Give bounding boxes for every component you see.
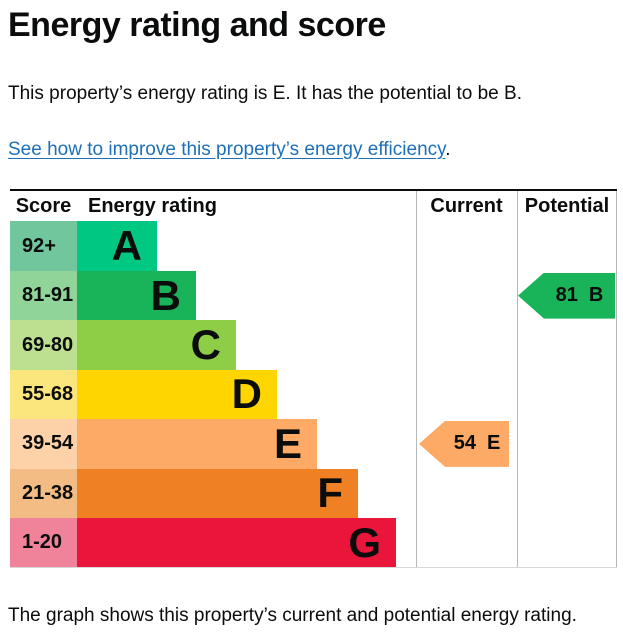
page: Energy rating and score This property’s … <box>0 6 623 629</box>
band-row-d: 55-68 D <box>10 369 617 420</box>
band-row-a: 92+ A <box>10 221 617 271</box>
energy-rating-chart: Score Energy rating Current Potential 92… <box>10 189 617 569</box>
page-title: Energy rating and score <box>8 6 386 44</box>
header-current: Current <box>430 194 503 217</box>
link-suffix: . <box>445 138 451 160</box>
band-row-c: 69-80 C <box>10 320 617 370</box>
potential-score-value: 81 <box>555 284 578 307</box>
header-rating: Energy rating <box>88 194 217 217</box>
column-divider-current-left <box>416 191 417 568</box>
intro-text: This property’s energy rating is E. It h… <box>8 83 522 105</box>
score-range-d: 55-68 <box>10 369 77 420</box>
score-range-f: 21-38 <box>10 468 77 518</box>
score-range-g: 1-20 <box>10 518 77 568</box>
footer-note: The graph shows this property’s current … <box>8 605 577 627</box>
band-row-b: 81-91 B <box>10 270 617 321</box>
column-divider-potential-left <box>517 191 518 568</box>
band-bar-f: F <box>77 468 358 518</box>
score-range-b: 81-91 <box>10 270 77 321</box>
band-bar-a: A <box>77 221 157 271</box>
band-row-e: 39-54 E <box>10 419 617 469</box>
header-potential: Potential <box>524 194 610 217</box>
improve-efficiency-link[interactable]: See how to improve this property’s energ… <box>8 138 446 160</box>
chart-header-row: Score Energy rating Current Potential <box>10 191 617 221</box>
score-range-c: 69-80 <box>10 320 77 370</box>
band-bar-d: D <box>77 369 277 420</box>
band-bar-b: B <box>77 270 196 321</box>
band-bar-e: E <box>77 419 317 469</box>
column-divider-right-edge <box>616 191 617 568</box>
band-bar-c: C <box>77 320 236 370</box>
score-range-a: 92+ <box>10 221 77 271</box>
potential-score-letter: B <box>588 284 604 307</box>
header-score: Score <box>15 194 72 217</box>
current-score-value: 54 <box>453 432 476 455</box>
score-range-e: 39-54 <box>10 419 77 469</box>
current-score-letter: E <box>486 432 501 455</box>
chart-rows: 92+ A 81-91 B 69-80 C 55-68 D 39-54 E 21-38 F 1-20 G <box>10 221 617 568</box>
band-row-f: 21-38 F <box>10 468 617 518</box>
band-bar-g: G <box>77 518 396 568</box>
band-row-g: 1-20 G <box>10 518 617 568</box>
improvement-link-line: See how to improve this property’s energ… <box>8 138 615 163</box>
